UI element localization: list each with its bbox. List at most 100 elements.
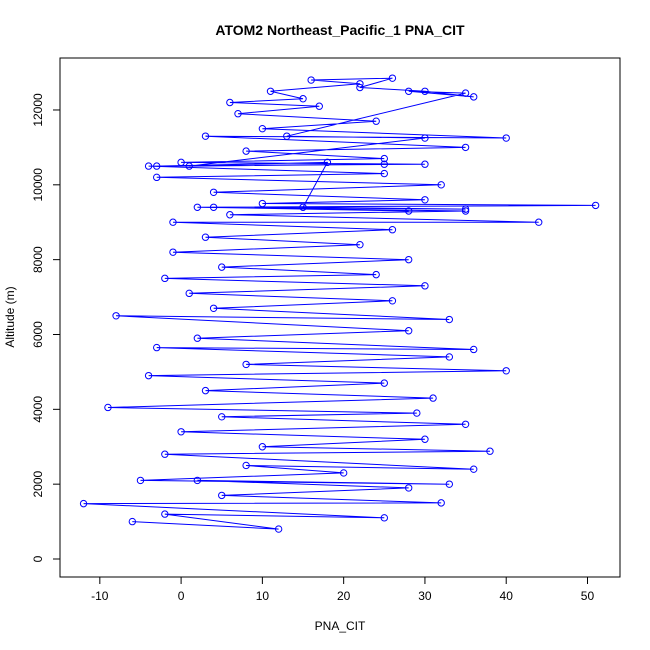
data-point bbox=[226, 98, 234, 107]
data-point bbox=[299, 203, 307, 211]
y-tick-label: 4000 bbox=[31, 396, 45, 423]
data-point bbox=[242, 147, 250, 155]
x-tick-label: 30 bbox=[418, 589, 432, 603]
data-point bbox=[421, 160, 429, 168]
data-point bbox=[461, 205, 470, 213]
x-axis-label: PNA_CIT bbox=[315, 619, 366, 633]
data-point bbox=[372, 270, 380, 279]
data-point bbox=[323, 158, 332, 167]
data-point bbox=[234, 110, 242, 118]
data-point bbox=[356, 83, 364, 92]
data-point bbox=[299, 95, 307, 103]
data-point bbox=[169, 218, 177, 226]
data-point bbox=[161, 450, 169, 458]
data-point bbox=[242, 461, 250, 470]
data-point bbox=[161, 510, 169, 518]
data-point bbox=[445, 353, 454, 361]
data-point bbox=[502, 367, 510, 375]
data-point bbox=[461, 420, 470, 428]
data-point bbox=[218, 263, 226, 271]
data-point bbox=[177, 428, 185, 436]
data-point bbox=[258, 443, 267, 451]
data-point bbox=[104, 403, 112, 412]
data-point bbox=[153, 343, 161, 352]
y-tick-label: 0 bbox=[31, 555, 45, 562]
data-point bbox=[591, 201, 600, 210]
data-point bbox=[79, 499, 88, 508]
data-point bbox=[404, 87, 413, 95]
data-point bbox=[209, 203, 218, 211]
data-point bbox=[388, 226, 397, 234]
y-axis-label: Altitude (m) bbox=[3, 286, 17, 347]
data-point bbox=[461, 89, 470, 97]
data-point bbox=[315, 102, 323, 110]
x-tick-label: 10 bbox=[256, 589, 270, 603]
data-point bbox=[535, 218, 543, 226]
data-point bbox=[193, 476, 202, 485]
data-point bbox=[470, 465, 478, 473]
data-point bbox=[404, 255, 413, 264]
data-point bbox=[153, 173, 161, 182]
x-tick-label: 0 bbox=[178, 589, 185, 603]
data-point bbox=[502, 134, 510, 142]
data-point bbox=[356, 80, 364, 88]
data-point bbox=[185, 289, 193, 298]
data-point bbox=[404, 207, 413, 215]
y-tick-label: 6000 bbox=[31, 321, 45, 348]
data-point bbox=[144, 371, 153, 380]
data-point bbox=[161, 274, 169, 283]
data-point bbox=[437, 181, 445, 189]
data-point bbox=[201, 132, 210, 140]
data-point bbox=[380, 514, 388, 522]
data-point bbox=[209, 304, 218, 312]
data-point bbox=[339, 469, 348, 477]
data-point bbox=[388, 74, 397, 82]
data-point bbox=[380, 379, 388, 387]
data-point bbox=[470, 345, 478, 354]
x-tick-label: 40 bbox=[500, 589, 514, 603]
data-point bbox=[380, 154, 388, 163]
x-tick-label: -10 bbox=[91, 589, 109, 603]
data-point bbox=[429, 394, 437, 402]
chart-title: ATOM2 Northeast_Pacific_1 PNA_CIT bbox=[215, 22, 465, 38]
data-point bbox=[356, 240, 364, 249]
data-point bbox=[201, 386, 210, 395]
y-tick-label: 10000 bbox=[31, 168, 45, 202]
data-point bbox=[372, 117, 380, 125]
data-point bbox=[274, 525, 283, 533]
data-point bbox=[128, 517, 137, 526]
data-point bbox=[388, 297, 397, 305]
data-point bbox=[193, 203, 202, 211]
data-point bbox=[380, 169, 388, 178]
data-point bbox=[461, 143, 470, 152]
data-point bbox=[112, 312, 120, 320]
data-point bbox=[144, 162, 153, 170]
y-tick-label: 8000 bbox=[31, 246, 45, 273]
data-point bbox=[185, 162, 193, 170]
x-tick-label: 20 bbox=[337, 589, 351, 603]
x-tick-label: 50 bbox=[581, 589, 595, 603]
data-point bbox=[421, 134, 429, 142]
data-point bbox=[258, 124, 267, 133]
data-point bbox=[445, 315, 454, 324]
data-point bbox=[421, 435, 429, 443]
data-point bbox=[421, 196, 429, 204]
y-tick-label: 12000 bbox=[31, 93, 45, 127]
data-point bbox=[266, 87, 275, 95]
data-point bbox=[136, 476, 145, 485]
data-point bbox=[218, 413, 226, 421]
data-point bbox=[169, 248, 177, 256]
data-point bbox=[486, 447, 494, 455]
data-point bbox=[201, 233, 210, 241]
y-tick-label: 2000 bbox=[31, 470, 45, 497]
data-point bbox=[177, 158, 185, 167]
data-point bbox=[461, 207, 470, 215]
data-point bbox=[470, 93, 478, 101]
data-point bbox=[242, 360, 250, 369]
data-point bbox=[421, 282, 429, 290]
data-point bbox=[153, 162, 161, 170]
data-point bbox=[226, 211, 234, 219]
data-point bbox=[404, 484, 413, 492]
data-point bbox=[404, 327, 413, 335]
